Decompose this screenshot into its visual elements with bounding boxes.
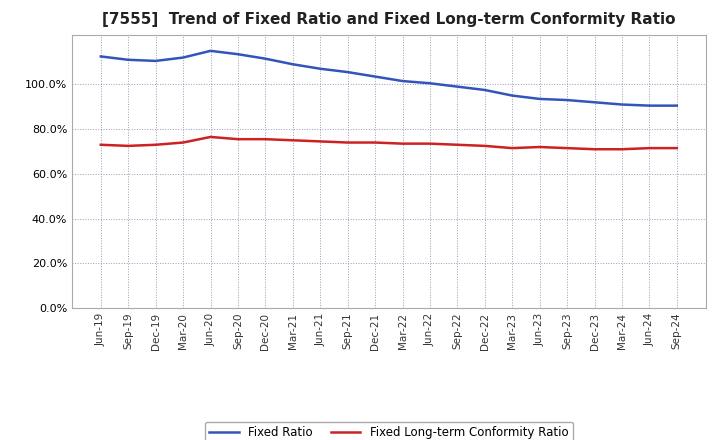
Fixed Ratio [371,74,379,79]
Fixed Long-term Conformity Ratio [453,142,462,147]
Fixed Long-term Conformity Ratio [371,140,379,145]
Fixed Long-term Conformity Ratio [289,138,297,143]
Fixed Ratio [426,81,434,86]
Fixed Long-term Conformity Ratio [261,136,270,142]
Line: Fixed Ratio: Fixed Ratio [101,51,677,106]
Fixed Ratio [645,103,654,108]
Fixed Ratio [96,54,105,59]
Fixed Ratio [179,55,187,60]
Fixed Long-term Conformity Ratio [590,147,599,152]
Fixed Long-term Conformity Ratio [645,146,654,151]
Fixed Ratio [233,51,242,57]
Legend: Fixed Ratio, Fixed Long-term Conformity Ratio: Fixed Ratio, Fixed Long-term Conformity … [204,422,573,440]
Fixed Ratio [398,78,407,84]
Fixed Long-term Conformity Ratio [343,140,352,145]
Fixed Long-term Conformity Ratio [618,147,626,152]
Fixed Long-term Conformity Ratio [672,146,681,151]
Title: [7555]  Trend of Fixed Ratio and Fixed Long-term Conformity Ratio: [7555] Trend of Fixed Ratio and Fixed Lo… [102,12,675,27]
Line: Fixed Long-term Conformity Ratio: Fixed Long-term Conformity Ratio [101,137,677,149]
Fixed Ratio [453,84,462,89]
Fixed Ratio [536,96,544,102]
Fixed Ratio [672,103,681,108]
Fixed Ratio [618,102,626,107]
Fixed Ratio [316,66,325,71]
Fixed Ratio [590,99,599,105]
Fixed Long-term Conformity Ratio [316,139,325,144]
Fixed Ratio [261,56,270,61]
Fixed Long-term Conformity Ratio [233,136,242,142]
Fixed Ratio [508,93,516,98]
Fixed Long-term Conformity Ratio [426,141,434,146]
Fixed Long-term Conformity Ratio [124,143,132,149]
Fixed Ratio [563,97,572,103]
Fixed Long-term Conformity Ratio [536,144,544,150]
Fixed Ratio [343,70,352,75]
Fixed Ratio [289,62,297,67]
Fixed Long-term Conformity Ratio [508,146,516,151]
Fixed Long-term Conformity Ratio [206,134,215,139]
Fixed Ratio [480,88,489,93]
Fixed Ratio [124,57,132,62]
Fixed Ratio [151,58,160,63]
Fixed Long-term Conformity Ratio [563,146,572,151]
Fixed Long-term Conformity Ratio [96,142,105,147]
Fixed Long-term Conformity Ratio [398,141,407,146]
Fixed Long-term Conformity Ratio [480,143,489,149]
Fixed Long-term Conformity Ratio [151,142,160,147]
Fixed Ratio [206,48,215,54]
Fixed Long-term Conformity Ratio [179,140,187,145]
